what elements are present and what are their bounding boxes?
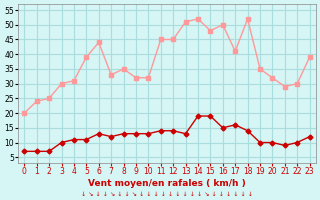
X-axis label: Vent moyen/en rafales ( km/h ): Vent moyen/en rafales ( km/h ) [88,179,246,188]
Text: ↓ ↘ ↓ ↓ ↘ ↓ ↓ ↘ ↓ ↓ ↓ ↓ ↓ ↓ ↓ ↓ ↓ ↘ ↓ ↓ ↓ ↓ ↓ ↓: ↓ ↘ ↓ ↓ ↘ ↓ ↓ ↘ ↓ ↓ ↓ ↓ ↓ ↓ ↓ ↓ ↓ ↘ ↓ ↓ … [81,192,253,197]
